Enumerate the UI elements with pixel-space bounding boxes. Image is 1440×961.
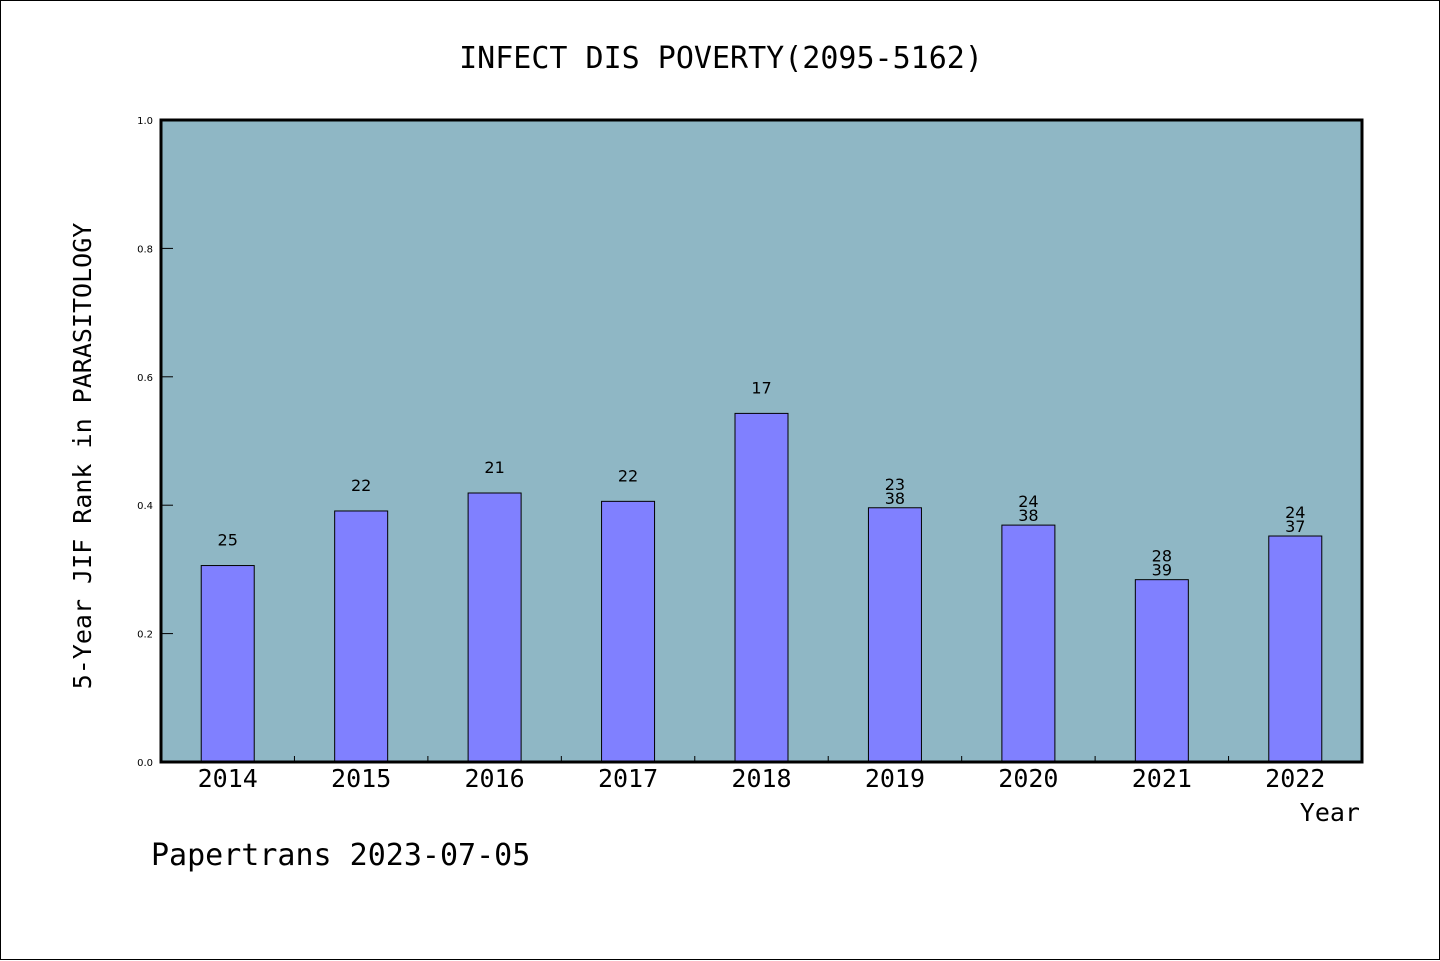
y-tick-label: 0.8	[137, 244, 153, 255]
y-tick-label: 0.4	[137, 501, 153, 512]
ticks-layer: 0.0 0.2 0.4 0.6 0.8 1.0 2014 2015 2016 2017 2018 20…	[137, 116, 1325, 793]
x-tick-label: 2021	[1132, 764, 1192, 793]
y-tick-label: 1.0	[137, 116, 153, 127]
data-label-2017: 22	[618, 466, 638, 485]
y-tick-label: 0.6	[137, 373, 153, 384]
data-label-2020: 24	[1018, 492, 1038, 511]
bar-2016	[467, 492, 522, 763]
x-tick-label: 2019	[865, 764, 925, 793]
x-tick-label: 2022	[1265, 764, 1325, 793]
footer-text: Papertrans 2023-07-05	[151, 838, 530, 873]
bar-2014	[200, 565, 255, 763]
data-label-2021: 28	[1152, 547, 1172, 566]
y-axis-label: 5-Year JIF Rank in PARASITOLOGY	[68, 223, 97, 690]
y-tick-label: 0.2	[137, 630, 153, 641]
bar-2018	[734, 412, 789, 763]
data-label-2015: 22	[351, 476, 371, 495]
data-label-2022: 24	[1285, 503, 1305, 522]
y-tick-label: 0.0	[137, 758, 153, 769]
x-tick-label: 2017	[598, 764, 658, 793]
bar-2021	[1134, 579, 1189, 763]
data-label-2014: 25	[218, 531, 238, 550]
data-label-2022: 37	[1285, 517, 1305, 536]
data-label-2019: 23	[885, 475, 905, 494]
bar-2015	[334, 510, 389, 763]
data-label-2019: 38	[885, 489, 905, 508]
plot-border	[159, 118, 1364, 764]
bars-layer	[200, 412, 1323, 763]
bar-2020	[1001, 524, 1056, 763]
bar-2017	[601, 500, 656, 763]
data-label-2018: 17	[751, 378, 771, 397]
bar-2019	[867, 507, 922, 763]
chart-title: INFECT DIS POVERTY(2095-5162)	[459, 41, 983, 76]
x-tick-label: 2018	[731, 764, 791, 793]
x-tick-label: 2015	[331, 764, 391, 793]
x-tick-label: 2014	[198, 764, 258, 793]
x-tick-label: 2016	[465, 764, 525, 793]
x-axis-label: Year	[1300, 798, 1360, 827]
data-label-2016: 21	[484, 458, 504, 477]
x-tick-label: 2020	[998, 764, 1058, 793]
bar-2022	[1268, 535, 1323, 763]
data-label-2021: 39	[1152, 561, 1172, 580]
data-label-2020: 38	[1018, 506, 1038, 525]
